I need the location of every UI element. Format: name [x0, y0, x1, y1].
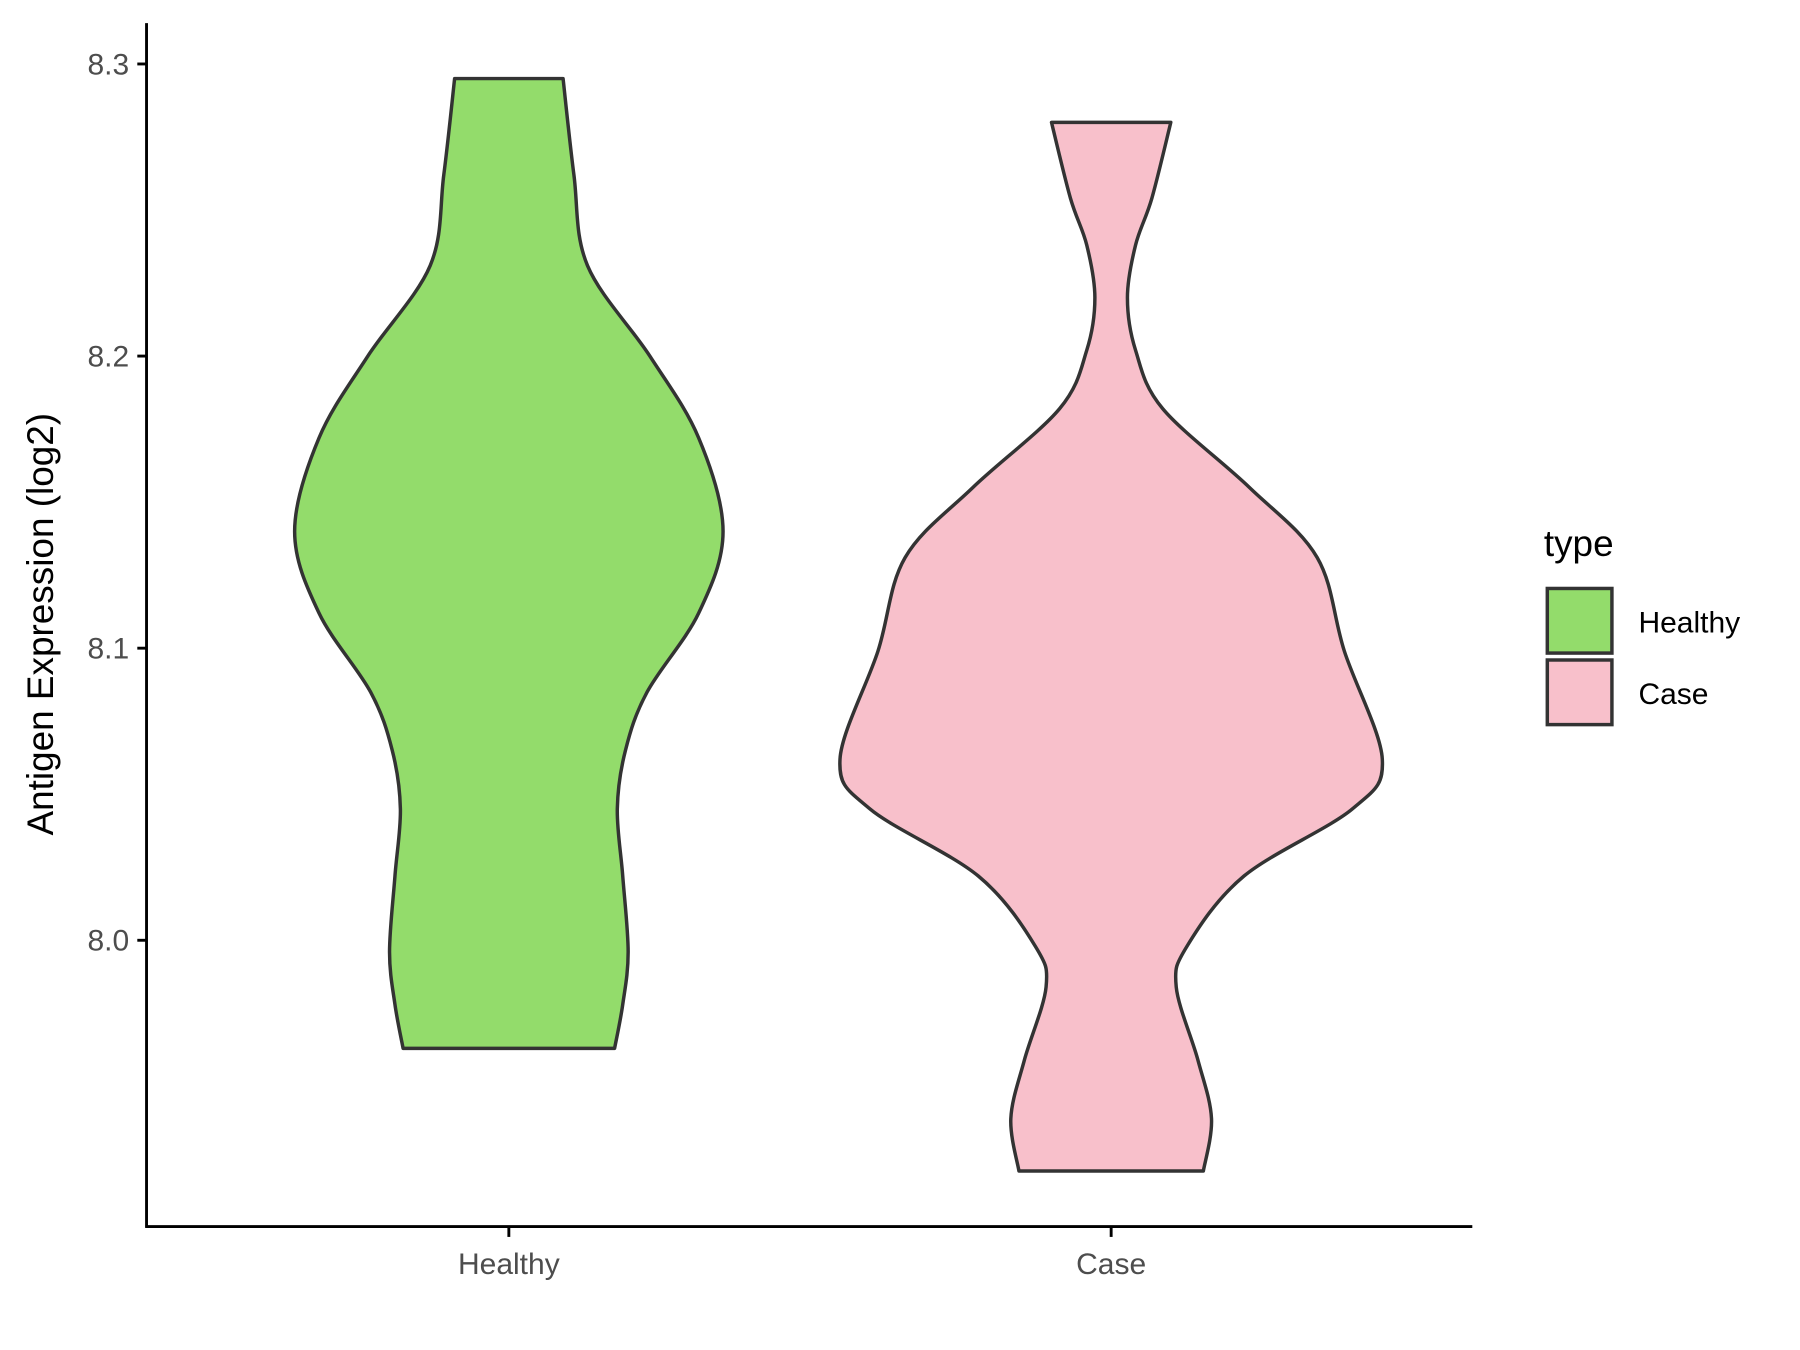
x-ticks: Healthy Case	[458, 1226, 1146, 1281]
violins	[292, 76, 1385, 1173]
x-tick-label: Case	[1076, 1248, 1146, 1281]
y-tick-label: 8.2	[88, 340, 130, 373]
y-ticks: 8.0 8.1 8.2 8.3	[88, 48, 147, 958]
x-tick-label: Healthy	[458, 1248, 560, 1281]
violin-case	[838, 120, 1385, 1173]
legend-title: type	[1544, 523, 1614, 564]
legend-key-case	[1545, 658, 1614, 727]
legend-label: Healthy	[1638, 606, 1740, 639]
legend-key-healthy	[1545, 586, 1614, 655]
legend: type Healthy Case	[1544, 523, 1740, 727]
y-tick-label: 8.0	[88, 925, 130, 958]
y-axis-title: Antigen Expression (log2)	[20, 413, 61, 836]
legend-label: Case	[1638, 678, 1708, 711]
y-tick-label: 8.3	[88, 48, 130, 81]
violin-healthy	[292, 76, 725, 1051]
y-tick-label: 8.1	[88, 633, 130, 666]
